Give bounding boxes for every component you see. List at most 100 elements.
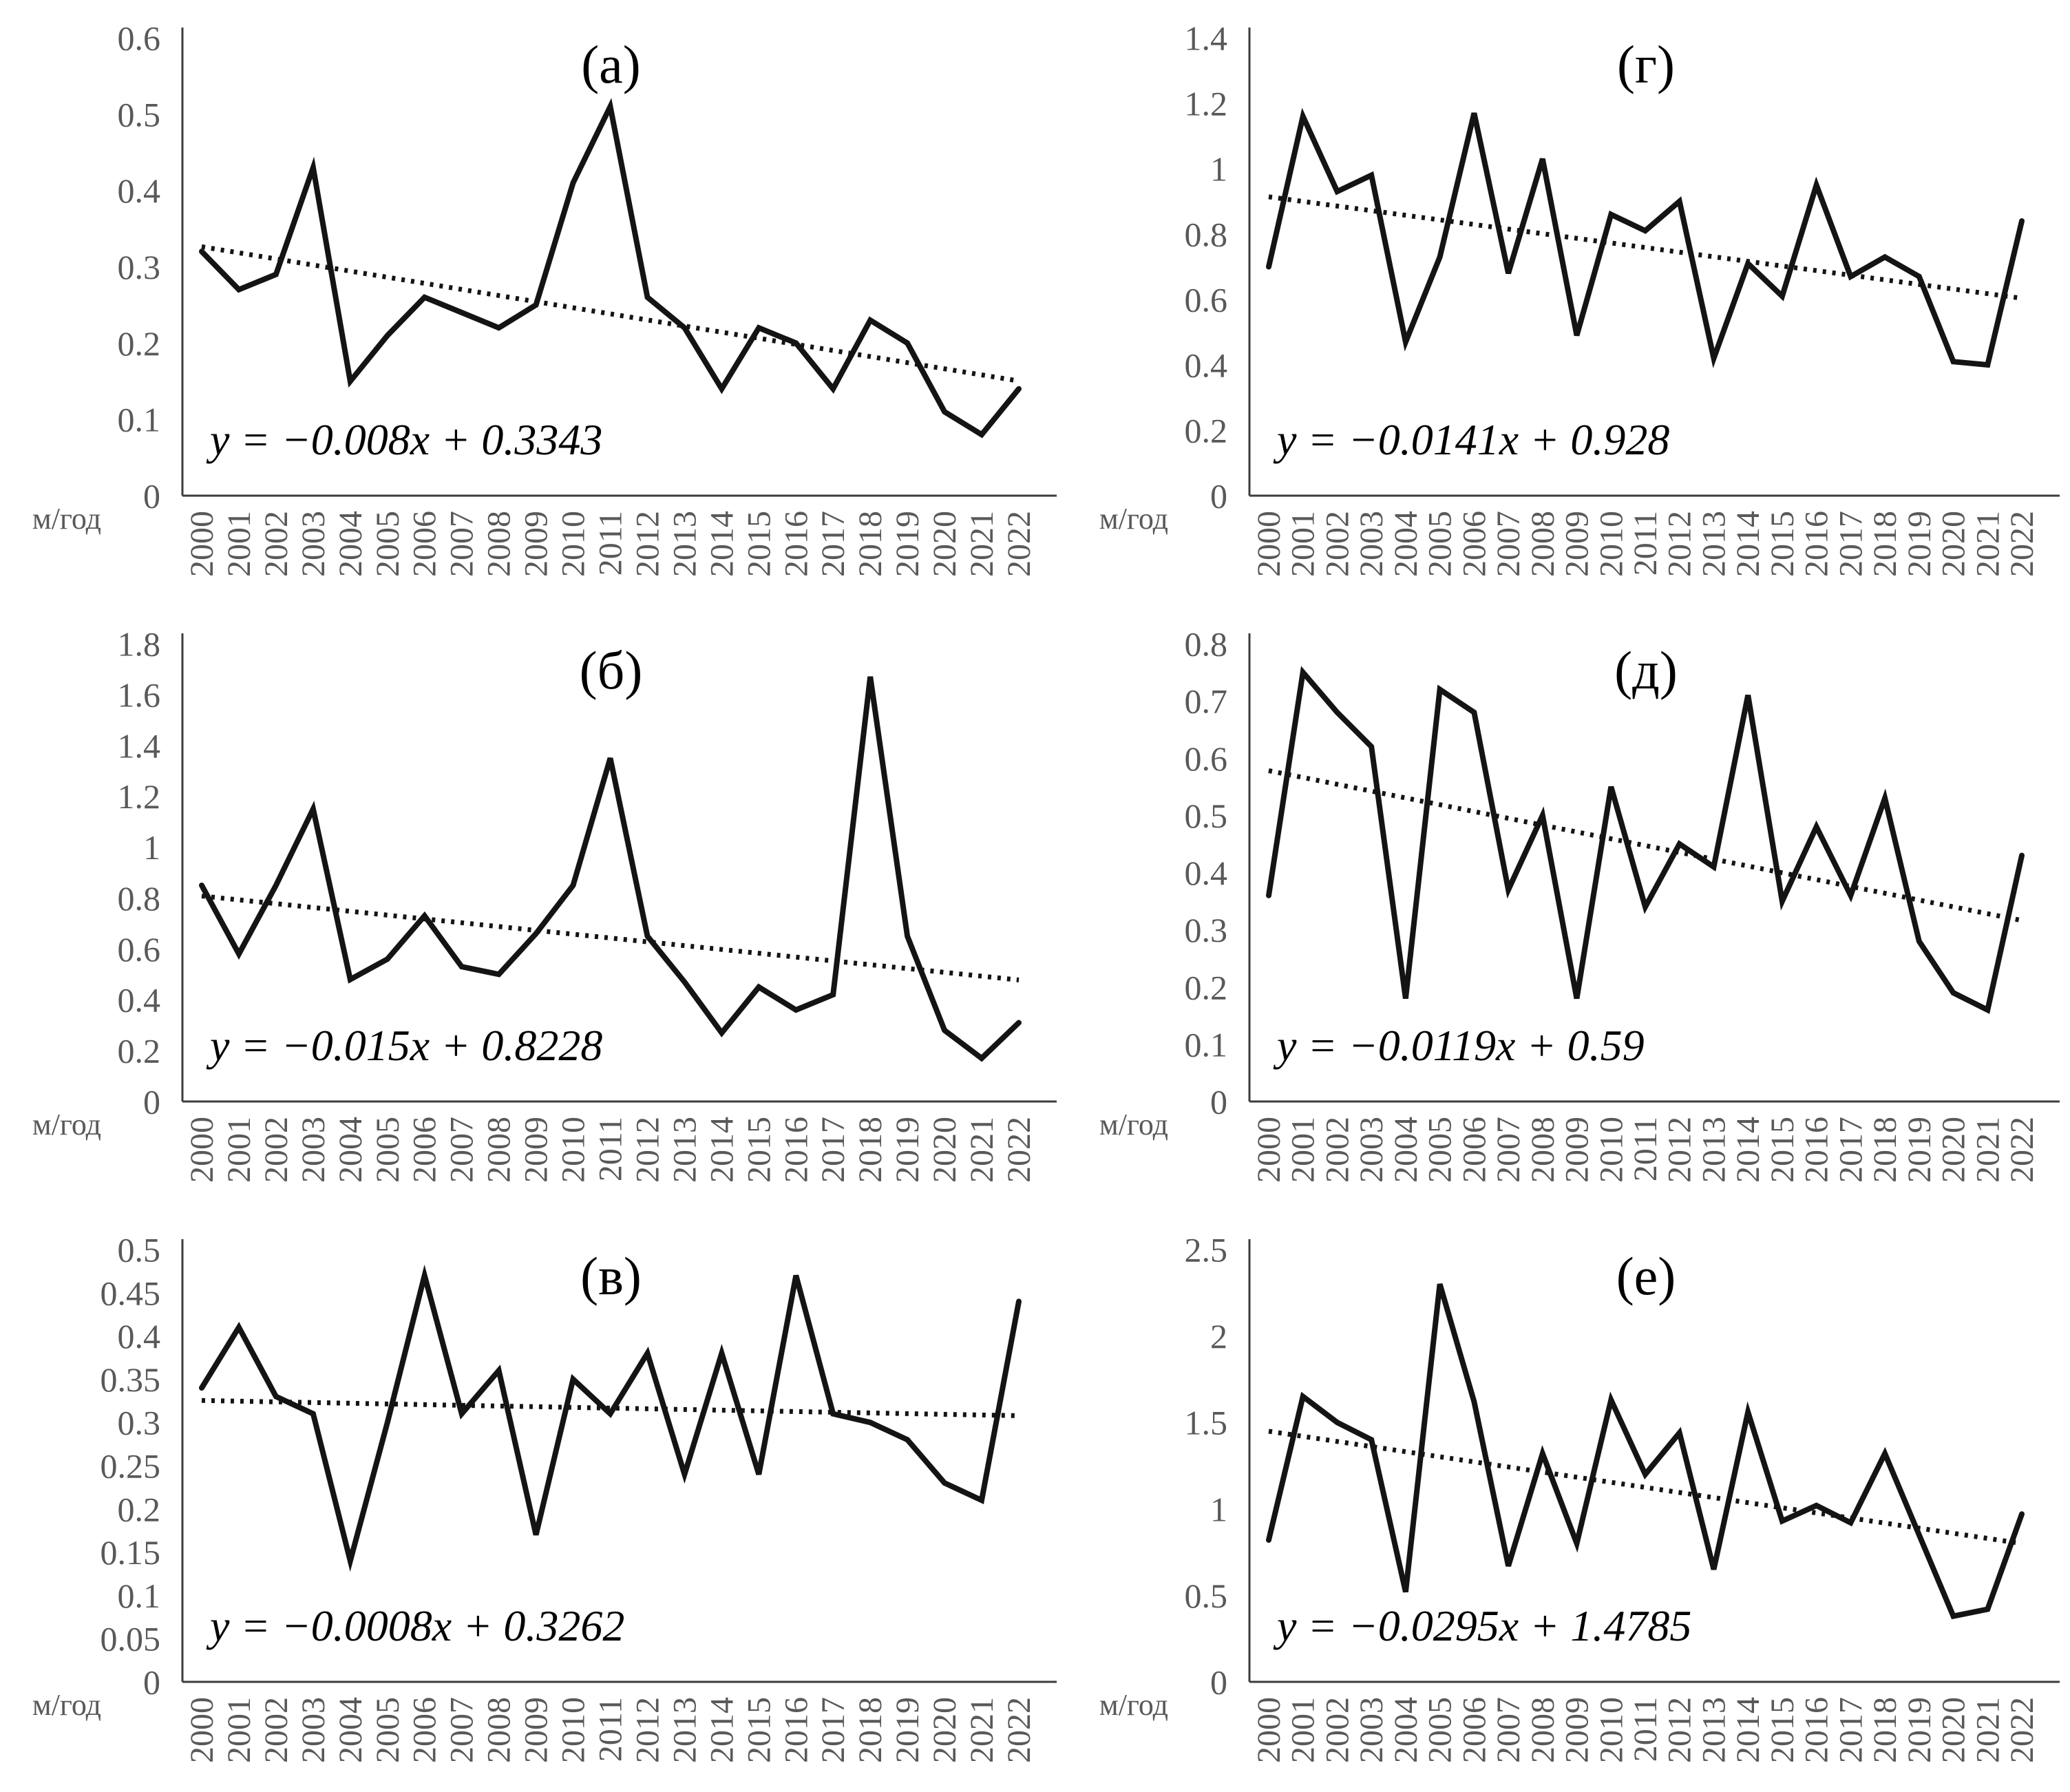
y-tick-label: 1.5 xyxy=(1185,1404,1228,1442)
y-tick-label: 0 xyxy=(143,1083,160,1121)
y-tick-label: 2 xyxy=(1210,1317,1227,1356)
x-year-label: 2019 xyxy=(1901,1117,1938,1183)
x-year-label: 2005 xyxy=(1422,1117,1459,1183)
y-tick-label: 0.2 xyxy=(118,1490,161,1528)
x-year-label: 2017 xyxy=(815,1117,852,1183)
x-year-label: 2007 xyxy=(444,1697,480,1763)
x-year-label: 2014 xyxy=(1730,511,1766,577)
chart-a-canvas: (а) y = −0.008x + 0.3343 м/год 0 0.1 0.2 0.… xyxy=(32,19,1057,577)
trend-line xyxy=(201,1398,1020,1418)
data-series-line xyxy=(199,1264,1022,1572)
y-tick-label: 1.8 xyxy=(118,625,161,664)
y-tick-label: 0.7 xyxy=(1185,682,1228,721)
y-tick-label: 1 xyxy=(1210,1490,1227,1528)
x-year-label: 2021 xyxy=(1969,1117,2006,1183)
x-year-label: 2012 xyxy=(629,1117,666,1183)
trend-equation-a: y = −0.008x + 0.3343 xyxy=(206,415,602,464)
y-tick-label: 0.2 xyxy=(1185,412,1228,450)
x-year-label: 2018 xyxy=(1867,1697,1903,1763)
x-year-label: 2002 xyxy=(1319,511,1355,577)
x-year-label: 2015 xyxy=(1764,1117,1801,1183)
y-tick-label: 0 xyxy=(1210,477,1227,516)
x-year-label: 2013 xyxy=(1696,511,1732,577)
data-series-line xyxy=(1266,1283,2025,1620)
x-year-label: 2006 xyxy=(1456,511,1492,577)
y-tick-label: 0 xyxy=(1210,1663,1227,1702)
data-series-line xyxy=(1266,107,2025,368)
x-year-label: 2015 xyxy=(741,511,777,577)
trend-equation-b: y = −0.015x + 0.8228 xyxy=(206,1021,602,1070)
y-tick-label: 0.6 xyxy=(118,930,161,969)
x-year-label: 2008 xyxy=(481,1697,518,1763)
x-year-label: 2012 xyxy=(1662,511,1698,577)
x-year-label: 2008 xyxy=(1525,511,1561,577)
chart-panel-b: (б) y = −0.015x + 0.8228 м/год 0 0.2 0.4 0.… xyxy=(0,606,1067,1212)
y-tick-label: 0.5 xyxy=(118,95,161,134)
x-year-label: 2010 xyxy=(1593,1117,1629,1183)
chart-d-canvas: (д) y = −0.0119x + 0.59 м/год 0 0.1 0.2 0.3… xyxy=(1099,625,2060,1183)
x-year-label: 2005 xyxy=(1422,511,1459,577)
x-year-label: 2016 xyxy=(1799,1697,1835,1763)
y-axis-unit-label-a: м/год xyxy=(32,502,101,536)
y-tick-label: 0 xyxy=(143,1663,160,1702)
x-year-label: 2014 xyxy=(704,1117,740,1183)
x-year-label: 2016 xyxy=(778,1697,814,1763)
x-year-label: 2001 xyxy=(1285,1697,1322,1763)
x-year-label: 2007 xyxy=(444,1117,480,1183)
y-tick-label: 0.25 xyxy=(101,1447,161,1486)
x-year-label: 2022 xyxy=(2004,511,2040,577)
panel-label-e: (е) xyxy=(1616,1246,1676,1306)
x-year-label: 2010 xyxy=(556,511,592,577)
x-year-label: 2007 xyxy=(1490,1697,1527,1763)
x-year-label: 2022 xyxy=(2004,1117,2040,1183)
y-tick-label: 0.4 xyxy=(118,981,161,1020)
x-year-label: 2011 xyxy=(593,511,629,576)
x-year-label: 2015 xyxy=(741,1117,777,1183)
y-tick-label: 0.45 xyxy=(101,1274,161,1312)
x-year-label: 2002 xyxy=(1319,1697,1355,1763)
x-year-label: 2019 xyxy=(889,1117,926,1183)
x-year-label: 2012 xyxy=(1662,1697,1698,1763)
x-year-label: 2015 xyxy=(1764,1697,1801,1763)
x-year-label: 2017 xyxy=(1833,1697,1869,1763)
y-tick-label: 0.6 xyxy=(1185,739,1228,778)
x-year-label: 2018 xyxy=(852,1697,889,1763)
trend-line xyxy=(1268,1429,2023,1546)
panel-label-g: (г) xyxy=(1617,34,1675,94)
x-year-label: 2009 xyxy=(518,511,555,577)
y-tick-label: 1.2 xyxy=(118,777,161,816)
x-year-label: 2009 xyxy=(518,1117,555,1183)
x-year-label: 2003 xyxy=(1353,511,1390,577)
y-tick-label: 0.4 xyxy=(1185,854,1228,892)
chart-panel-e: (е) y = −0.0295x + 1.4785 м/год 0 0.5 1 1.5… xyxy=(1067,1212,2070,1792)
y-tick-label: 1.2 xyxy=(1185,85,1228,123)
x-year-label: 2011 xyxy=(593,1697,629,1762)
x-year-label: 2004 xyxy=(1388,1697,1424,1763)
x-year-label: 2012 xyxy=(629,511,666,577)
x-year-label: 2015 xyxy=(741,1697,777,1763)
x-year-label: 2010 xyxy=(1593,511,1629,577)
panel-label-v: (в) xyxy=(580,1246,642,1306)
y-tick-label: 0.2 xyxy=(118,324,161,363)
x-year-label: 2014 xyxy=(704,1697,740,1763)
x-year-label: 2016 xyxy=(1799,1117,1835,1183)
panel-label-d: (д) xyxy=(1614,640,1678,700)
data-series-line xyxy=(199,676,1022,1062)
chart-b-canvas: (б) y = −0.015x + 0.8228 м/год 0 0.2 0.4 0.… xyxy=(32,625,1057,1183)
x-year-label: 2020 xyxy=(927,1697,963,1763)
x-year-label: 2004 xyxy=(332,1117,369,1183)
x-year-label: 2007 xyxy=(444,511,480,577)
y-axis-unit-label-d: м/год xyxy=(1099,1108,1168,1141)
y-tick-label: 0.3 xyxy=(118,248,161,286)
x-year-label: 2021 xyxy=(1969,1697,2006,1763)
trend-equation-d: y = −0.0119x + 0.59 xyxy=(1273,1021,1645,1070)
y-tick-label: 0.3 xyxy=(118,1404,161,1442)
y-tick-label: 0.6 xyxy=(1185,281,1228,319)
x-year-label: 2003 xyxy=(295,1697,332,1763)
x-year-label: 2011 xyxy=(1627,511,1664,576)
x-year-label: 2009 xyxy=(518,1697,555,1763)
x-year-label: 2011 xyxy=(1627,1697,1664,1762)
panel-label-b: (б) xyxy=(580,640,643,700)
x-year-label: 2017 xyxy=(1833,1117,1869,1183)
